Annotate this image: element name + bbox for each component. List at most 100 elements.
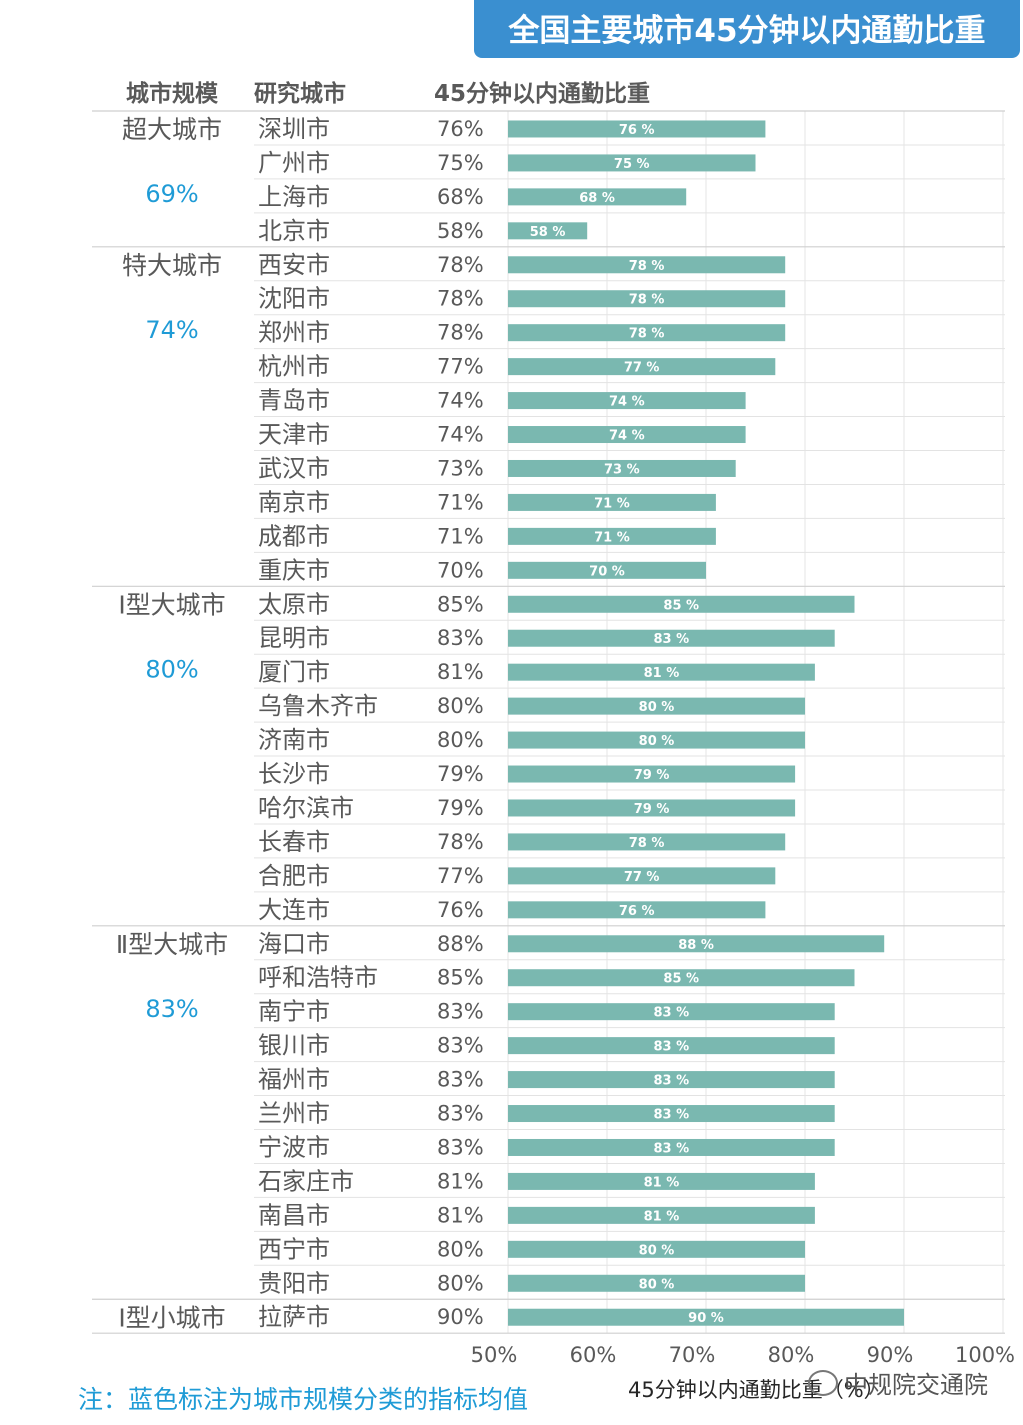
ratio-value: 78% — [437, 287, 484, 311]
city-name: 深圳市 — [258, 115, 330, 143]
bar-data-label: 81 % — [644, 1209, 680, 1224]
ratio-value: 80% — [437, 694, 484, 718]
watermark: 中规院交通院 — [808, 1365, 988, 1400]
bar-data-label: 74 % — [609, 429, 645, 444]
bar-data-label: 78 % — [629, 836, 665, 851]
bar-data-label: 83 % — [654, 1074, 690, 1089]
city-name: 大连市 — [258, 896, 330, 924]
bar-data-label: 83 % — [654, 1040, 690, 1055]
city-name: 广州市 — [258, 149, 330, 177]
ratio-value: 71% — [437, 490, 484, 514]
bar — [508, 256, 786, 274]
bar-data-label: 80 % — [639, 1277, 675, 1292]
ratio-value: 74% — [437, 423, 484, 447]
group-average: 83% — [145, 995, 198, 1023]
city-name: 青岛市 — [258, 387, 330, 415]
x-axis-label: 45分钟以内通勤比重（%） — [628, 1378, 885, 1402]
bar — [508, 833, 786, 851]
bar — [508, 629, 835, 647]
city-name: 沈阳市 — [258, 285, 330, 313]
bar — [508, 1071, 835, 1089]
ratio-value: 77% — [437, 355, 484, 379]
bar — [508, 324, 786, 342]
group-average: 69% — [145, 180, 198, 208]
city-name: 海口市 — [258, 930, 330, 958]
bar-data-label: 77 % — [624, 361, 660, 376]
bar-data-label: 74 % — [609, 395, 645, 410]
bar — [508, 561, 706, 579]
ratio-value: 79% — [437, 762, 484, 786]
ratio-value: 85% — [437, 966, 484, 990]
bar-data-label: 83 % — [654, 632, 690, 647]
city-name: 郑州市 — [258, 319, 330, 347]
bar — [508, 358, 776, 376]
bar-data-label: 76 % — [619, 123, 655, 138]
bar — [508, 901, 766, 919]
bar-data-label: 80 % — [639, 700, 675, 715]
group-average: 74% — [145, 316, 198, 344]
city-name: 南宁市 — [258, 998, 330, 1026]
bar — [508, 426, 746, 444]
bar — [508, 120, 766, 138]
bar-data-label: 79 % — [634, 768, 670, 783]
city-name: 杭州市 — [258, 353, 330, 381]
bar-data-label: 76 % — [619, 904, 655, 919]
ratio-value: 80% — [437, 728, 484, 752]
chart-title: 全国主要城市45分钟以内通勤比重 — [474, 0, 1020, 58]
city-name: 贵阳市 — [258, 1269, 330, 1297]
group-average: 80% — [145, 655, 198, 683]
bar — [508, 697, 805, 715]
bar-data-label: 77 % — [624, 870, 660, 885]
city-name: 上海市 — [258, 183, 330, 211]
bar — [508, 1172, 815, 1190]
ratio-value: 75% — [437, 151, 484, 175]
ratio-value: 71% — [437, 524, 484, 548]
bar-data-label: 80 % — [639, 1243, 675, 1258]
city-name: 合肥市 — [258, 862, 330, 890]
ratio-value: 78% — [437, 830, 484, 854]
bar-data-label: 81 % — [644, 1175, 680, 1190]
bar — [508, 867, 776, 885]
ratio-value: 81% — [437, 1169, 484, 1193]
bar — [508, 1240, 805, 1258]
city-name: 昆明市 — [258, 624, 330, 652]
bar-data-label: 90 % — [688, 1311, 724, 1326]
bar-data-label: 81 % — [644, 666, 680, 681]
bar — [508, 1037, 835, 1055]
header-ratio: 45分钟以内通勤比重 — [434, 81, 651, 107]
city-name: 长沙市 — [258, 760, 330, 788]
ratio-value: 83% — [437, 626, 484, 650]
bar — [508, 392, 746, 410]
bar — [508, 1206, 815, 1224]
city-name: 成都市 — [258, 522, 330, 550]
city-name: 福州市 — [258, 1066, 330, 1094]
ratio-value: 88% — [437, 932, 484, 956]
group-name: Ⅰ型大城市 — [118, 590, 225, 619]
bar-data-label: 68 % — [579, 191, 615, 206]
group-name: 超大城市 — [122, 115, 222, 144]
watermark-text: 中规院交通院 — [844, 1371, 988, 1399]
header-city: 研究城市 — [254, 81, 346, 107]
ratio-value: 68% — [437, 185, 484, 209]
city-name: 西宁市 — [258, 1235, 330, 1263]
ratio-value: 81% — [437, 660, 484, 684]
bar — [508, 1308, 904, 1326]
city-name: 哈尔滨市 — [258, 794, 354, 822]
city-name: 南昌市 — [258, 1201, 330, 1229]
ratio-value: 80% — [437, 1237, 484, 1261]
bar — [508, 1003, 835, 1021]
ratio-value: 81% — [437, 1203, 484, 1227]
bar-data-label: 83 % — [654, 1108, 690, 1123]
footnote: 注：蓝色标注为城市规模分类的指标均值 — [78, 1385, 529, 1414]
ratio-value: 70% — [437, 558, 484, 582]
ratio-value: 83% — [437, 1135, 484, 1159]
ratio-value: 90% — [437, 1305, 484, 1329]
bar — [508, 595, 855, 613]
ratio-value: 78% — [437, 253, 484, 277]
city-name: 天津市 — [258, 421, 330, 449]
bar — [508, 527, 716, 545]
city-name: 济南市 — [258, 726, 330, 754]
bar — [508, 969, 855, 987]
bar-data-label: 79 % — [634, 802, 670, 817]
bar-data-label: 78 % — [629, 259, 665, 274]
